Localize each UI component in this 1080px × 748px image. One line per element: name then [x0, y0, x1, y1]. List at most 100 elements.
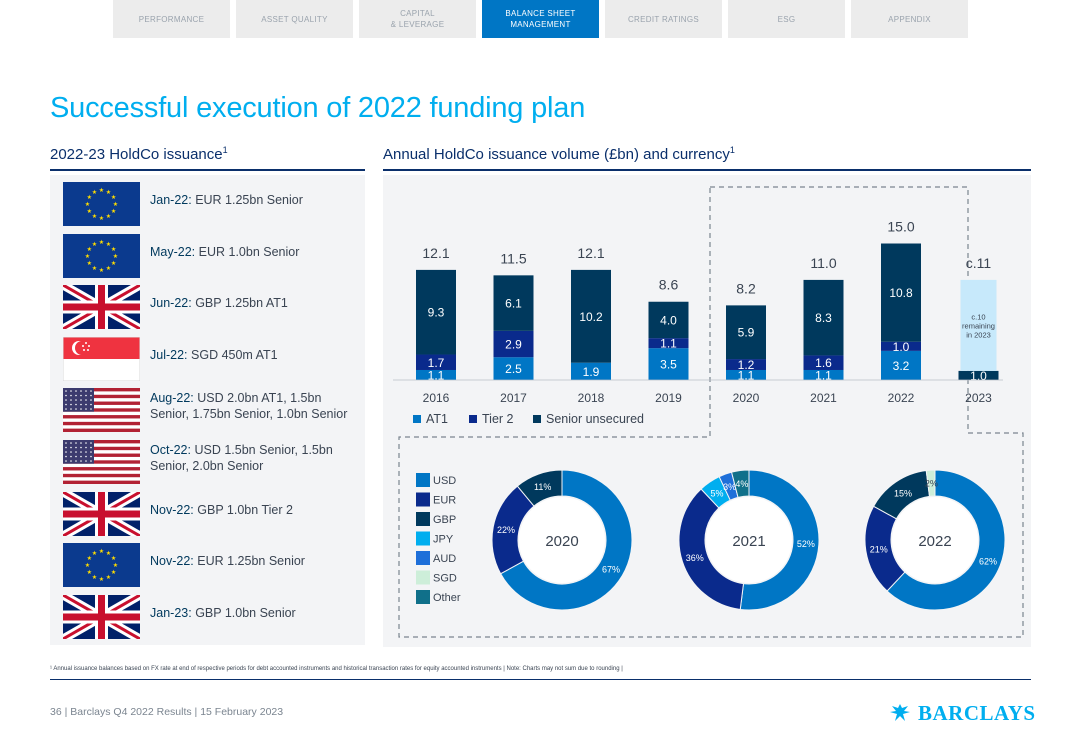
tab-balance-sheet-management[interactable]: BALANCE SHEET MANAGEMENT: [482, 0, 599, 38]
bar-segment: [493, 275, 534, 331]
svg-text:★: ★: [85, 562, 90, 569]
svg-text:★: ★: [87, 260, 92, 267]
bar-segment: [726, 359, 766, 370]
issuance-text: Jul-22: SGD 450m AT1: [150, 347, 360, 363]
bar-segment: [803, 355, 844, 370]
svg-text:★: ★: [106, 574, 111, 581]
bar-value-label: 2.9: [505, 338, 522, 352]
bar-segment: [881, 243, 921, 342]
left-heading-rule: [50, 169, 365, 171]
bar-segment: [571, 362, 611, 380]
bar-value-label: 10.2: [579, 310, 603, 324]
uk-flag-icon: [63, 594, 140, 639]
bar-segment: [571, 269, 611, 363]
bar-value-label: 1.1: [428, 368, 445, 382]
uk-flag-icon: [63, 491, 140, 536]
donut-hole: [706, 497, 792, 583]
tab-esg[interactable]: ESG: [728, 0, 845, 38]
tab-capital-leverage[interactable]: CAPITAL & LEVERAGE: [359, 0, 476, 38]
bar-total-label: 11.5: [500, 250, 526, 266]
bar-segment: [803, 369, 844, 380]
bar-segment: [648, 338, 689, 349]
issuance-date: Nov-22:: [150, 554, 194, 569]
issuance-date: Oct-22:: [150, 443, 191, 457]
svg-text:★: ★: [111, 208, 116, 215]
donut-slice: [739, 469, 820, 611]
bar-value-label: 2.5: [505, 362, 522, 376]
bar-value-label: 1.1: [738, 368, 755, 382]
bar-value-label: 3.2: [893, 359, 910, 373]
issuance-item: Jan-23: GBP 1.0bn Senior: [50, 591, 365, 639]
singapore-flag-icon: [63, 336, 140, 381]
currency-legend-swatch: [416, 551, 430, 565]
bar-segment: [416, 369, 456, 380]
bar-value-label: 1.7: [428, 356, 445, 370]
issuance-text: Jan-23: GBP 1.0bn Senior: [150, 605, 360, 621]
currency-legend-swatch: [416, 512, 430, 526]
x-tick-label: 2019: [655, 391, 682, 405]
svg-text:★: ★: [87, 569, 92, 576]
us-flag-icon: [63, 388, 140, 433]
donut-hole: [892, 497, 978, 583]
svg-text:★: ★: [92, 265, 97, 272]
svg-text:★: ★: [87, 246, 92, 253]
tab-performance[interactable]: PERFORMANCE: [113, 0, 230, 38]
issuance-text: May-22: EUR 1.0bn Senior: [150, 244, 360, 260]
barclays-logo: BARCLAYS: [888, 700, 1036, 726]
legend-swatch: [469, 415, 477, 423]
tab-asset-quality[interactable]: ASSET QUALITY: [236, 0, 353, 38]
svg-text:★: ★: [92, 240, 97, 247]
svg-text:★: ★: [113, 562, 118, 569]
x-tick-label: 2020: [733, 391, 760, 405]
issuance-item: Jun-22: GBP 1.25bn AT1: [50, 281, 365, 330]
currency-legend-label: SGD: [433, 573, 457, 585]
donut-slice: [730, 469, 750, 498]
bar-value-label: 5.9: [738, 326, 755, 340]
donut-slice-label: 3%: [723, 482, 736, 492]
bar-value-label: 1.9: [583, 365, 600, 379]
svg-text:★: ★: [113, 201, 118, 208]
donut-year-label: 2022: [918, 533, 951, 550]
issuance-description: USD 2.0bn AT1, 1.5bn Senior, 1.75bn Seni…: [150, 391, 348, 422]
issuance-description: EUR 1.25bn Senior: [197, 554, 305, 569]
section-nav: PERFORMANCE ASSET QUALITY CAPITAL & LEVERA…: [113, 0, 968, 38]
bar-segment: [881, 341, 921, 351]
bar-value-label: 1.0: [970, 369, 987, 383]
uk-flag-icon: [63, 285, 140, 330]
bar-value-label: 1.1: [660, 337, 677, 351]
svg-text:★: ★: [87, 194, 92, 201]
footer-rule: [50, 679, 1031, 680]
issuance-date: May-22:: [150, 244, 196, 259]
svg-text:★: ★: [106, 240, 111, 247]
svg-text:★: ★: [99, 267, 104, 274]
issuance-item: Jul-22: SGD 450m AT1: [50, 333, 365, 381]
bar-segment: [648, 348, 689, 380]
bar-total-label: 15.0: [887, 219, 914, 235]
donut-hole: [519, 497, 605, 583]
bar-segment: [726, 305, 766, 360]
tab-appendix[interactable]: APPENDIX: [851, 0, 968, 38]
svg-text:★: ★: [99, 187, 104, 194]
eu-flag-icon: ★ ★ ★ ★ ★ ★ ★ ★ ★ ★ ★ ★: [63, 233, 140, 278]
left-heading: 2022-23 HoldCo issuance1: [50, 145, 228, 163]
bar-value-label: 1.2: [738, 358, 755, 372]
issuance-text: Jan-22: EUR 1.25bn Senior: [150, 192, 360, 208]
eu-flag-icon: ★ ★ ★ ★ ★ ★ ★ ★ ★ ★ ★ ★: [63, 543, 140, 588]
issuance-date: Aug-22:: [150, 391, 194, 406]
bar-segment: [803, 279, 844, 356]
svg-text:★: ★: [106, 550, 111, 557]
issuance-item: ★ ★ ★ ★ ★ ★ ★ ★ ★ ★ ★ ★ Nov-22: EUR 1.25bn Senior: [50, 539, 365, 588]
tab-credit-ratings[interactable]: CREDIT RATINGS: [605, 0, 722, 38]
donut-slice-label: 67%: [602, 565, 620, 575]
currency-legend-swatch: [416, 473, 430, 487]
issuance-description: GBP 1.25bn AT1: [195, 296, 288, 311]
issuance-description: EUR 1.25bn Senior: [195, 193, 303, 207]
bar-segment: [958, 370, 999, 380]
currency-legend-swatch: [416, 590, 430, 604]
bar-total-label: c.11: [966, 255, 992, 271]
issuance-item: Oct-22: USD 1.5bn Senior, 1.5bn Senior, …: [50, 436, 365, 484]
issuance-text: Aug-22: USD 2.0bn AT1, 1.5bn Senior, 1.7…: [150, 390, 360, 422]
svg-text:★: ★: [111, 555, 116, 562]
svg-text:★: ★: [113, 253, 118, 260]
issuance-description: USD 1.5bn Senior, 1.5bn Senior, 2.0bn Se…: [150, 443, 333, 473]
